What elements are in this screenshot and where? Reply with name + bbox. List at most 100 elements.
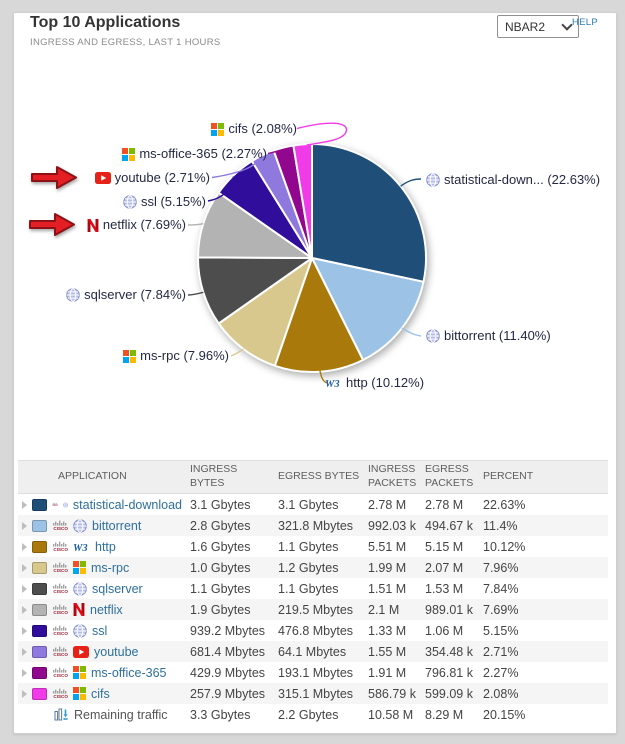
cisco-icon: CISCO (53, 562, 68, 573)
application-link[interactable]: youtube (94, 644, 139, 659)
cell-egress-bytes: 64.1 Mbytes (278, 644, 347, 659)
pie-leader-cifs (296, 122, 348, 146)
cisco-icon: CISCO (53, 541, 68, 552)
cisco-icon: CISCO (52, 502, 58, 507)
application-link[interactable]: ms-rpc (91, 560, 130, 575)
application-cell: CISCO ms-office-365 (22, 666, 182, 680)
cell-egress-bytes: 476.8 Mbytes (278, 623, 354, 638)
pie-slice-statistical-download[interactable] (311, 143, 427, 283)
cell-egress-bytes: 2.2 Gbytes (278, 707, 339, 722)
cisco-icon: CISCO (53, 583, 68, 594)
cell-percent: 2.71% (483, 644, 519, 659)
expand-row-icon[interactable] (22, 542, 27, 551)
table-row-youtube: CISCO youtube 681.4 Mbytes 64.1 Mbytes 1.55… (18, 641, 608, 662)
source-select[interactable]: NBAR2 (497, 15, 579, 38)
cell-percent: 11.4% (483, 518, 518, 533)
expand-row-icon[interactable] (22, 689, 27, 698)
application-link[interactable]: ssl (92, 623, 108, 638)
expand-row-icon[interactable] (22, 500, 27, 509)
application-cell: CISCO W3 http (22, 540, 182, 554)
cell-ingress-bytes: 939.2 Mbytes (190, 623, 266, 638)
application-link[interactable]: netflix (90, 602, 123, 617)
pie-label-ms-office-365: ms-office-365 (2.27%) (122, 145, 267, 163)
table-row-ms-office-365: CISCO ms-office-365 429.9 Mbytes 193.1 Mby… (18, 662, 608, 683)
application-cell: CISCO statistical-download (22, 498, 182, 512)
column-header-egress-packets[interactable]: EGRESS PACKETS (421, 460, 479, 494)
pie-leader-bittorrent (401, 327, 422, 337)
column-header-ingress-packets[interactable]: INGRESS PACKETS (364, 460, 421, 494)
application-link[interactable]: sqlserver (92, 581, 143, 596)
application-link[interactable]: cifs (91, 686, 110, 701)
expand-row-icon[interactable] (22, 605, 27, 614)
color-swatch (32, 582, 47, 595)
cell-ingress-packets: 1.99 M (368, 560, 407, 575)
application-cell: CISCO bittorrent (22, 519, 182, 533)
expand-row-icon[interactable] (22, 584, 27, 593)
application-cell: CISCO cifs (22, 687, 182, 701)
cell-percent: 5.15% (483, 623, 519, 638)
pie-label-sqlserver: sqlserver (7.84%) (66, 286, 186, 304)
red-arrow-annotation-netflix (29, 213, 75, 236)
expand-row-icon[interactable] (22, 563, 27, 572)
globe-icon (73, 623, 87, 638)
globe-icon (73, 581, 87, 596)
cell-egress-bytes: 1.2 Gbytes (278, 560, 339, 575)
netflix-icon (73, 603, 85, 616)
cell-ingress-bytes: 429.9 Mbytes (190, 665, 266, 680)
cell-percent: 20.15% (483, 707, 526, 722)
color-swatch (32, 603, 47, 616)
expand-row-icon[interactable] (22, 626, 27, 635)
column-header-egress-bytes[interactable]: EGRESS BYTES (274, 460, 364, 494)
column-header-percent[interactable]: PERCENT (479, 460, 608, 494)
globe-icon (426, 173, 440, 187)
cell-ingress-packets: 5.51 M (368, 539, 407, 554)
pie-leader-ms-office-365 (267, 147, 288, 155)
cell-ingress-packets: 586.79 k (368, 686, 416, 701)
expand-row-icon[interactable] (22, 647, 27, 656)
application-link[interactable]: bittorrent (92, 518, 142, 533)
cell-ingress-packets: 2.78 M (368, 497, 407, 512)
pie-label-ssl: ssl (5.15%) (123, 193, 206, 211)
color-swatch (32, 624, 47, 637)
svg-text:CISCO: CISCO (53, 568, 68, 573)
widget-subtitle: INGRESS AND EGRESS, LAST 1 HOURS (30, 37, 221, 48)
applications-table: APPLICATION INGRESS BYTES EGRESS BYTES INGR… (18, 460, 608, 725)
expand-row-icon[interactable] (22, 668, 27, 677)
cell-ingress-packets: 1.55 M (368, 644, 407, 659)
pie-chart (29, 122, 427, 384)
pie-leader-sqlserver (187, 291, 204, 296)
cisco-icon: CISCO (53, 646, 68, 657)
color-swatch (32, 645, 47, 658)
table-row-http: CISCO W3 http 1.6 Gbytes 1.1 Gbytes 5.51 M 5.… (18, 536, 608, 557)
help-link[interactable]: HELP (572, 17, 599, 28)
cisco-icon: CISCO (53, 604, 68, 615)
pie-leader-youtube (211, 156, 263, 179)
cell-ingress-bytes: 3.1 Gbytes (190, 497, 251, 512)
column-header-ingress-bytes[interactable]: INGRESS BYTES (186, 460, 274, 494)
table-row-remaining-traffic: Remaining traffic 3.3 Gbytes 2.2 Gbytes 10.… (18, 704, 608, 725)
cell-percent: 22.63% (483, 497, 526, 512)
cisco-icon: CISCO (53, 625, 68, 636)
cell-percent: 2.27% (483, 665, 519, 680)
cell-egress-packets: 2.78 M (425, 497, 464, 512)
cell-egress-bytes: 3.1 Gbytes (278, 497, 339, 512)
svg-text:W3: W3 (325, 379, 340, 389)
pie-leader-ms-rpc (230, 348, 244, 357)
youtube-icon (94, 172, 111, 184)
ms-icon (123, 349, 137, 363)
table-body: CISCO statistical-download 3.1 Gbytes 3.1 … (18, 494, 608, 726)
application-link[interactable]: ms-office-365 (91, 665, 167, 680)
application-link[interactable]: statistical-download (72, 497, 182, 512)
svg-text:CISCO: CISCO (53, 610, 68, 615)
column-header-application[interactable]: APPLICATION (18, 460, 186, 494)
cell-egress-bytes: 1.1 Gbytes (278, 581, 339, 596)
ms-icon (73, 561, 86, 574)
table-row-netflix: CISCO netflix 1.9 Gbytes 219.5 Mbytes 2.1 M… (18, 599, 608, 620)
cell-egress-bytes: 193.1 Mbytes (278, 665, 354, 680)
table-row-ssl: CISCO ssl 939.2 Mbytes 476.8 Mbytes 1.33 M 1… (18, 620, 608, 641)
expand-row-icon[interactable] (22, 521, 27, 530)
cell-egress-packets: 8.29 M (425, 707, 464, 722)
application-link[interactable]: http (95, 539, 116, 554)
cell-ingress-bytes: 1.6 Gbytes (190, 539, 251, 554)
